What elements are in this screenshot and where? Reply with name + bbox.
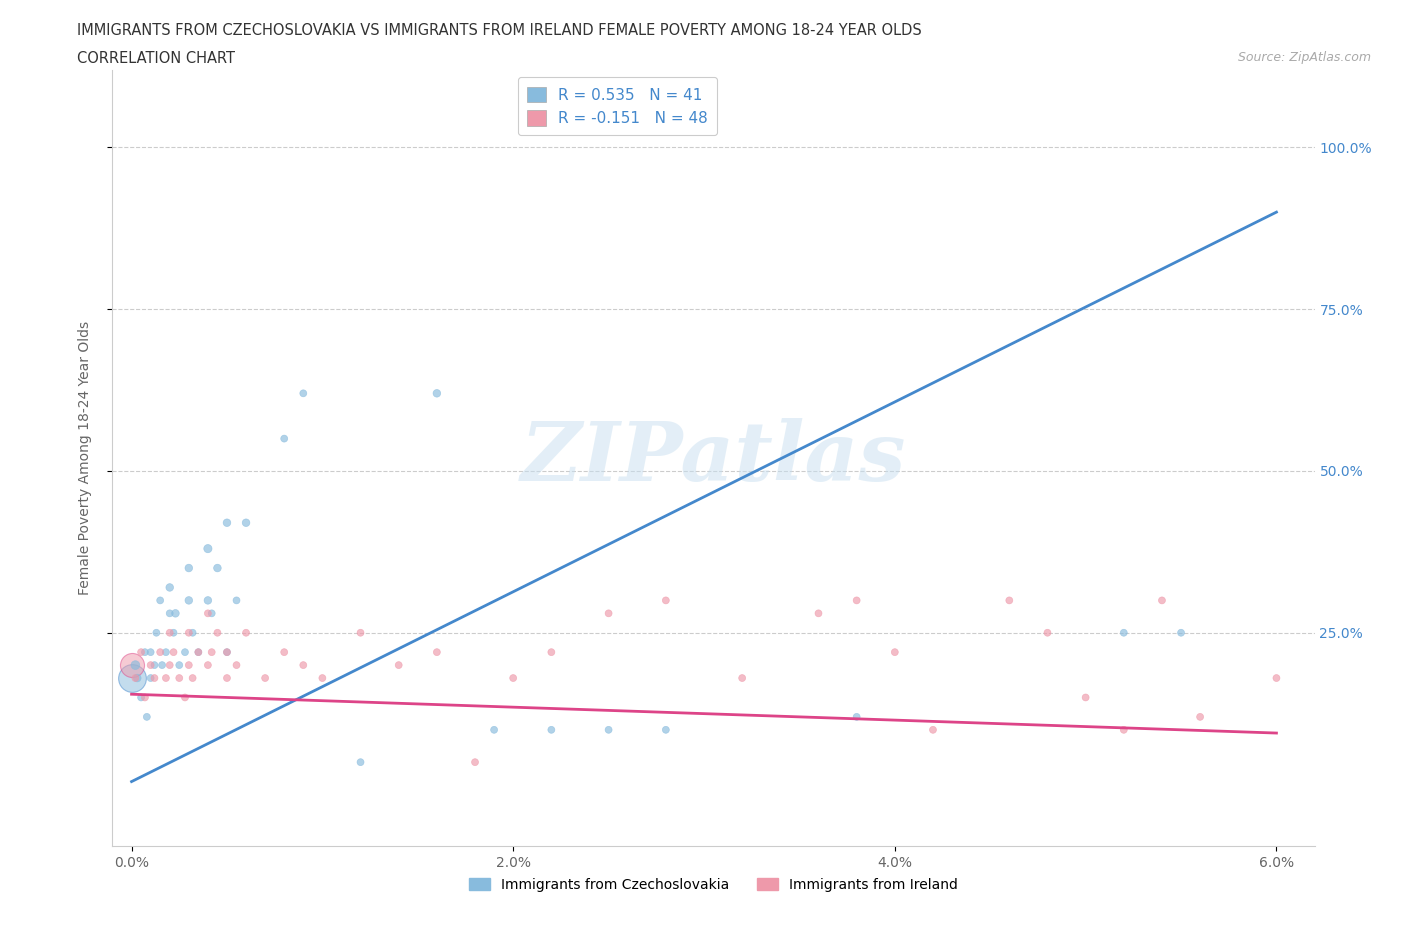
Legend: Immigrants from Czechoslovakia, Immigrants from Ireland: Immigrants from Czechoslovakia, Immigran…	[464, 872, 963, 897]
Point	[155, 671, 177, 685]
Point	[540, 723, 562, 737]
Point	[1170, 625, 1192, 640]
Point	[215, 671, 238, 685]
Point	[149, 644, 172, 659]
Point	[1265, 671, 1288, 685]
Point	[482, 723, 505, 737]
Point	[127, 671, 149, 685]
Point	[159, 658, 181, 672]
Point	[149, 593, 172, 608]
Point	[922, 723, 945, 737]
Point	[197, 593, 219, 608]
Point	[177, 625, 200, 640]
Point	[197, 541, 219, 556]
Point	[159, 606, 181, 621]
Point	[124, 671, 146, 685]
Point	[998, 593, 1021, 608]
Point	[181, 625, 204, 640]
Point	[169, 671, 191, 685]
Point	[235, 625, 257, 640]
Point	[129, 690, 152, 705]
Point	[187, 644, 209, 659]
Text: ZIPatlas: ZIPatlas	[520, 418, 907, 498]
Point	[143, 671, 166, 685]
Point	[165, 606, 187, 621]
Point	[655, 593, 678, 608]
Point	[225, 593, 247, 608]
Point	[540, 644, 562, 659]
Point	[207, 561, 229, 576]
Point	[273, 432, 295, 446]
Point	[181, 671, 204, 685]
Point	[502, 671, 524, 685]
Point	[464, 755, 486, 770]
Text: Source: ZipAtlas.com: Source: ZipAtlas.com	[1237, 51, 1371, 64]
Point	[292, 386, 315, 401]
Point	[143, 658, 166, 672]
Point	[174, 644, 197, 659]
Point	[145, 625, 167, 640]
Point	[139, 658, 162, 672]
Point	[159, 580, 181, 595]
Point	[254, 671, 277, 685]
Point	[187, 644, 209, 659]
Point	[197, 606, 219, 621]
Point	[235, 515, 257, 530]
Point	[598, 606, 620, 621]
Point	[273, 644, 295, 659]
Point	[134, 690, 156, 705]
Point	[883, 644, 905, 659]
Point	[162, 644, 184, 659]
Point	[174, 690, 197, 705]
Point	[150, 658, 173, 672]
Point	[225, 658, 247, 672]
Point	[155, 644, 177, 659]
Point	[197, 658, 219, 672]
Text: CORRELATION CHART: CORRELATION CHART	[77, 51, 235, 66]
Point	[162, 625, 184, 640]
Point	[598, 723, 620, 737]
Point	[121, 658, 143, 672]
Point	[349, 625, 371, 640]
Point	[177, 561, 200, 576]
Point	[1150, 593, 1173, 608]
Point	[1112, 625, 1135, 640]
Point	[134, 644, 156, 659]
Point	[1074, 690, 1097, 705]
Y-axis label: Female Poverty Among 18-24 Year Olds: Female Poverty Among 18-24 Year Olds	[77, 321, 91, 595]
Point	[207, 625, 229, 640]
Point	[807, 606, 830, 621]
Point	[1036, 625, 1059, 640]
Point	[292, 658, 315, 672]
Point	[121, 671, 143, 685]
Point	[129, 644, 152, 659]
Point	[215, 644, 238, 659]
Point	[124, 658, 146, 672]
Point	[139, 644, 162, 659]
Point	[169, 658, 191, 672]
Point	[215, 515, 238, 530]
Point	[177, 658, 200, 672]
Point	[426, 644, 449, 659]
Text: IMMIGRANTS FROM CZECHOSLOVAKIA VS IMMIGRANTS FROM IRELAND FEMALE POVERTY AMONG 1: IMMIGRANTS FROM CZECHOSLOVAKIA VS IMMIGR…	[77, 23, 922, 38]
Point	[215, 644, 238, 659]
Point	[845, 593, 868, 608]
Point	[159, 625, 181, 640]
Point	[349, 755, 371, 770]
Point	[1112, 723, 1135, 737]
Point	[388, 658, 411, 672]
Point	[311, 671, 333, 685]
Point	[1189, 710, 1212, 724]
Point	[135, 710, 157, 724]
Point	[655, 723, 678, 737]
Point	[201, 644, 224, 659]
Point	[201, 606, 224, 621]
Point	[845, 710, 868, 724]
Point	[731, 671, 754, 685]
Point	[177, 593, 200, 608]
Point	[426, 386, 449, 401]
Point	[139, 671, 162, 685]
